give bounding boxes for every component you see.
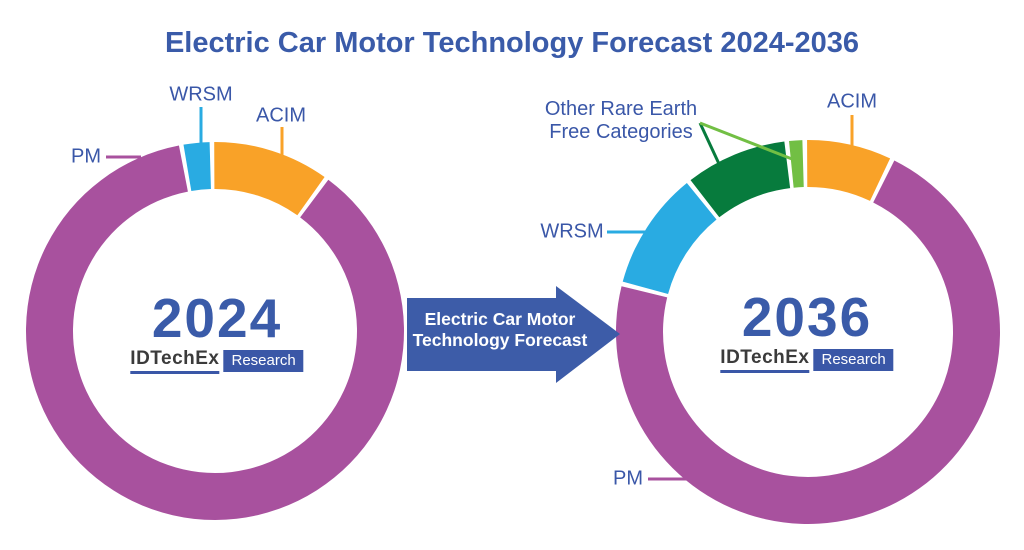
idtechex-wordmark: IDTechEx (130, 348, 220, 374)
idtechex-logo-left: IDTechEx Research (130, 348, 304, 374)
transition-arrow (407, 286, 620, 383)
right-wrsm-label: WRSM (540, 220, 604, 243)
right-other-label-line2: Free Categories (549, 121, 693, 143)
donut-2036-segment-other-rare-earth-free-categories (690, 141, 791, 218)
left-pm-label: PM (71, 145, 101, 168)
chart-title: Electric Car Motor Technology Forecast 2… (164, 27, 860, 59)
research-badge: Research (223, 350, 304, 372)
donut-2036-segment-other-rare-earth-free-categories (789, 140, 804, 188)
right-donut-year: 2036 (741, 286, 873, 348)
idtechex-logo-right: IDTechEx Research (720, 347, 894, 373)
right-donut-center: 2036 IDTechEx Research (720, 286, 894, 373)
right-other-label-line1: Other Rare Earth (544, 98, 698, 120)
donut-2036-segment-acim (807, 139, 891, 201)
left-wrsm-label: WRSM (169, 83, 233, 106)
arrow-label-line1: Electric Car Motor (424, 309, 576, 329)
left-donut-center: 2024 IDTechEx Research (130, 287, 304, 374)
research-badge: Research (813, 349, 894, 371)
right-other-label: Other Rare Earth Free Categories (545, 98, 697, 144)
arrow-label: Electric Car Motor Technology Forecast (413, 309, 588, 351)
right-acim-label: ACIM (827, 90, 877, 113)
donut-2036-segment-wrsm (622, 183, 717, 294)
right-pm-label: PM (613, 467, 643, 490)
donut-2036 (615, 139, 1000, 524)
left-acim-label: ACIM (256, 104, 306, 127)
left-donut-year: 2024 (151, 287, 283, 349)
right-other-light-leader-line (699, 121, 793, 161)
idtechex-wordmark: IDTechEx (720, 347, 810, 373)
arrow-label-line2: Technology Forecast (412, 330, 588, 350)
donut-2024 (25, 141, 404, 520)
donut-2024-segment-wrsm (183, 142, 211, 191)
donut-2024-segment-acim (214, 141, 325, 216)
right-other-dark-leader-line (698, 122, 722, 167)
